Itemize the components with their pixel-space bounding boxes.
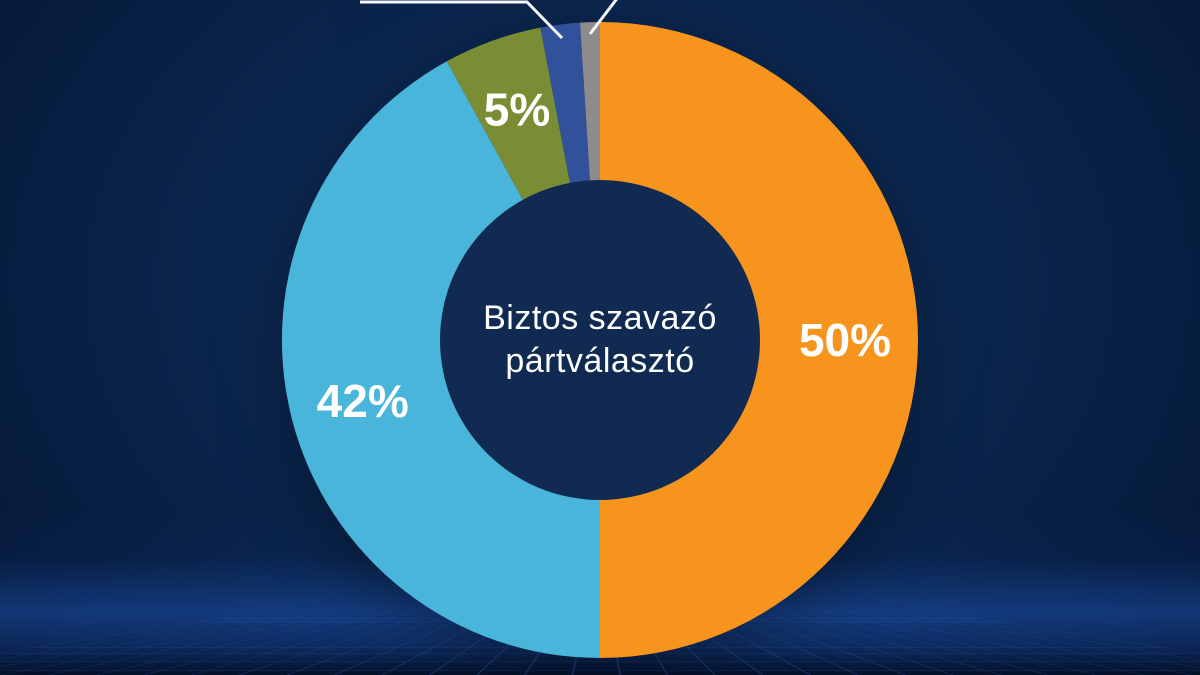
donut-hole [440,180,760,500]
slice-label-orange: 50% [799,314,891,366]
center-label-line1: Biztos szavazó [483,299,717,337]
leader-line-dark-blue [360,0,564,40]
slice-label-light-blue: 42% [317,375,409,427]
donut-center-label: Biztos szavazó pártválasztó [435,297,765,383]
slice-label-olive-green: 5% [484,84,550,136]
center-label-line2: pártválasztó [505,342,695,380]
leader-line-gray [588,0,618,35]
